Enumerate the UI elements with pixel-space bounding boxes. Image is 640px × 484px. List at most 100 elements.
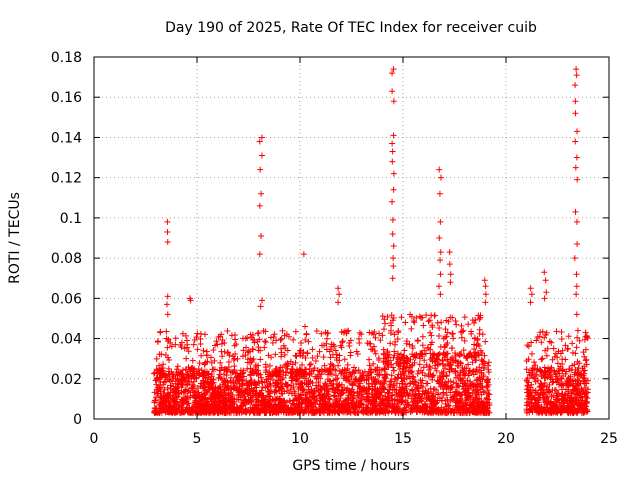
data-point <box>154 338 161 345</box>
data-point <box>290 336 297 343</box>
x-axis-label: GPS time / hours <box>292 458 409 474</box>
data-point <box>218 364 225 371</box>
data-point <box>447 405 454 412</box>
data-point <box>226 352 233 359</box>
data-point <box>420 406 427 413</box>
data-point <box>429 376 436 383</box>
data-point <box>469 359 476 366</box>
data-point <box>371 343 378 350</box>
data-point <box>564 402 571 409</box>
data-point <box>462 397 469 404</box>
data-point <box>180 373 187 380</box>
data-point <box>548 393 555 400</box>
data-point <box>302 336 309 343</box>
data-point <box>573 72 580 79</box>
data-point <box>418 398 425 405</box>
data-point <box>311 387 318 394</box>
data-point <box>293 380 300 387</box>
data-point <box>440 390 447 397</box>
data-point <box>262 399 269 406</box>
data-point <box>190 378 197 385</box>
data-point <box>573 283 580 290</box>
data-point <box>428 332 435 339</box>
data-point <box>466 409 473 416</box>
data-point <box>570 380 577 387</box>
y-tick-label: 0.02 <box>51 372 82 388</box>
data-point <box>558 329 565 336</box>
data-point <box>302 355 309 362</box>
data-point <box>165 407 172 414</box>
data-point <box>171 409 178 416</box>
data-point <box>291 405 298 412</box>
data-point <box>572 138 579 145</box>
data-point <box>207 383 214 390</box>
data-point <box>446 366 453 373</box>
data-point <box>251 406 258 413</box>
data-point <box>178 339 185 346</box>
data-point <box>284 347 291 354</box>
data-point <box>485 369 492 376</box>
data-point <box>201 384 208 391</box>
data-point <box>165 365 172 372</box>
data-point <box>412 392 419 399</box>
data-point <box>420 322 427 329</box>
data-point <box>582 357 589 364</box>
data-point <box>212 342 219 349</box>
data-point <box>448 365 455 372</box>
data-point <box>164 311 171 318</box>
data-point <box>437 271 444 278</box>
data-point <box>388 372 395 379</box>
data-point <box>299 361 306 368</box>
data-point <box>576 337 583 344</box>
data-point <box>283 331 290 338</box>
data-point <box>576 360 583 367</box>
data-point <box>421 390 428 397</box>
data-point <box>249 346 256 353</box>
data-point <box>350 395 357 402</box>
data-point <box>436 235 443 241</box>
data-point <box>477 402 484 409</box>
data-point <box>471 346 478 353</box>
data-point <box>233 341 240 348</box>
data-point <box>374 409 381 416</box>
y-tick-label: 0.1 <box>60 211 82 227</box>
data-point <box>532 405 539 412</box>
data-point <box>402 368 409 375</box>
data-point <box>419 384 426 391</box>
data-point <box>473 391 480 398</box>
data-point <box>167 382 174 389</box>
data-point <box>440 409 447 416</box>
data-point <box>318 330 325 337</box>
data-point <box>414 337 421 344</box>
data-point <box>573 218 580 225</box>
data-point <box>453 321 460 328</box>
data-point <box>547 398 554 405</box>
data-point <box>200 379 207 386</box>
data-point <box>410 381 417 388</box>
data-point <box>583 333 590 340</box>
data-point <box>436 190 443 197</box>
data-point <box>385 364 392 371</box>
data-point <box>436 372 443 379</box>
data-point <box>472 349 479 356</box>
data-point <box>216 367 223 374</box>
data-point <box>384 404 391 411</box>
data-point <box>262 384 269 391</box>
data-point <box>314 367 321 374</box>
data-point <box>375 388 382 395</box>
data-point <box>573 311 580 318</box>
data-point <box>348 400 355 407</box>
data-point <box>273 365 280 372</box>
data-point <box>292 375 299 382</box>
data-point <box>391 396 398 403</box>
data-point <box>363 372 370 379</box>
data-point <box>196 404 203 411</box>
data-point <box>549 386 556 393</box>
data-point <box>353 376 360 383</box>
data-point <box>166 377 173 384</box>
data-point <box>571 408 578 415</box>
data-point <box>564 392 571 399</box>
data-point <box>357 370 364 377</box>
data-point <box>195 399 202 406</box>
data-point <box>534 334 541 341</box>
